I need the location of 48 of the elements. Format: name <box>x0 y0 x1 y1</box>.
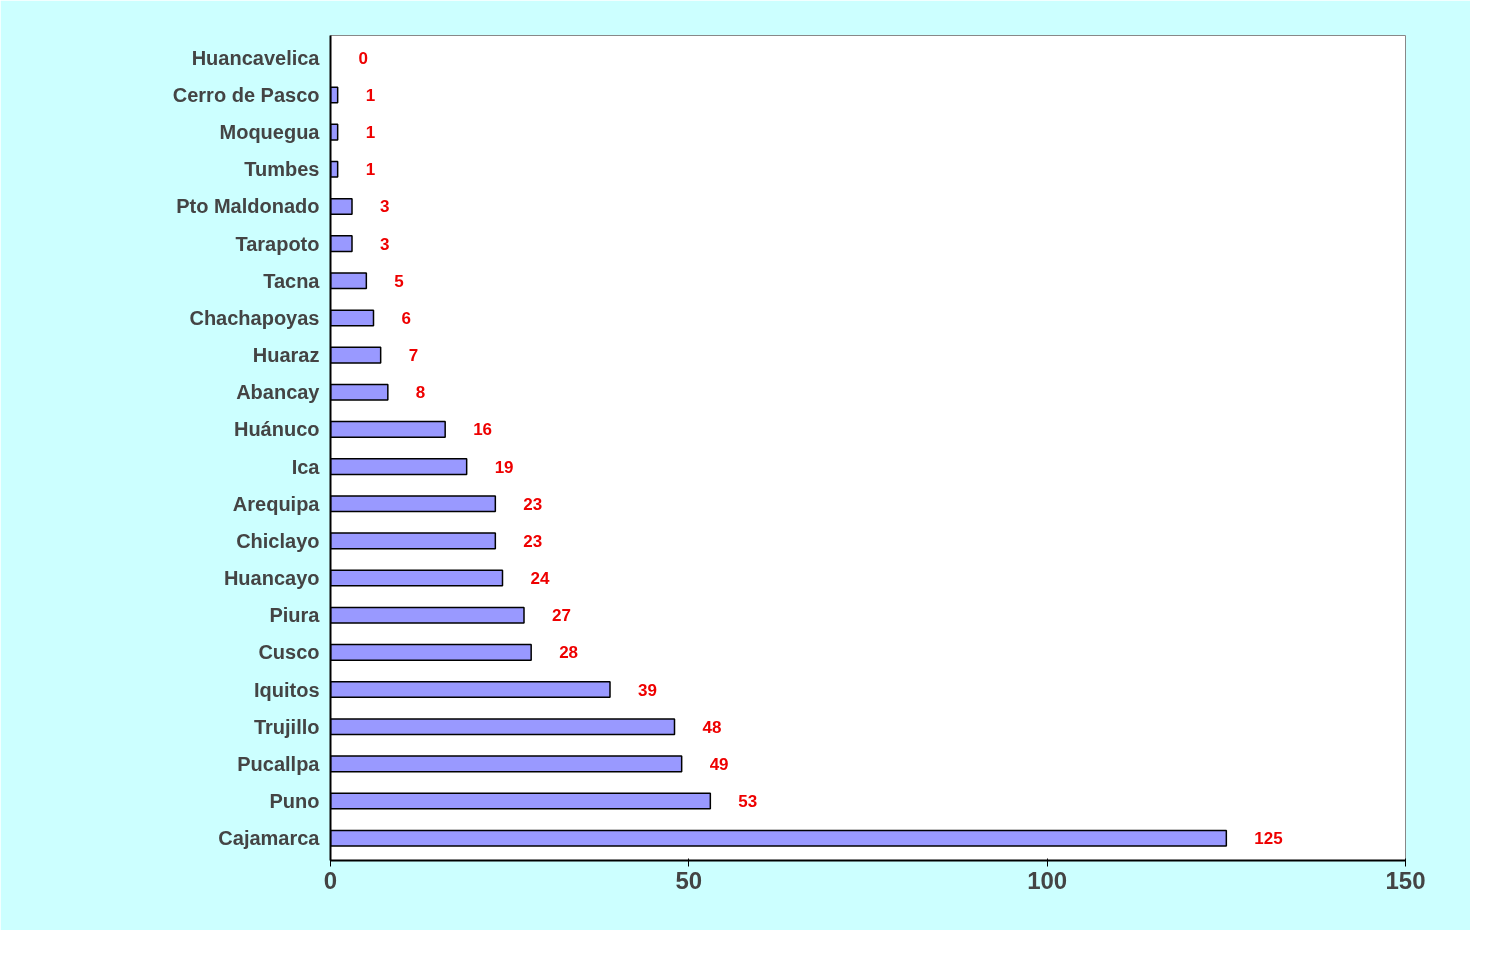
y-tick-label: Tarapoto <box>235 232 320 255</box>
data-label: 7 <box>408 346 419 366</box>
x-tick-label: 100 <box>1027 866 1068 894</box>
data-label: 23 <box>523 494 543 514</box>
x-tick-label: 150 <box>1385 866 1426 894</box>
data-label: 1 <box>365 160 376 180</box>
x-tick-label: 50 <box>675 866 703 894</box>
data-label: 24 <box>530 569 550 589</box>
y-tick-label: Pucallpa <box>237 752 321 775</box>
y-tick-label: Ica <box>291 455 321 478</box>
x-tick-label: 0 <box>323 866 338 894</box>
data-label: 39 <box>638 680 657 700</box>
data-label: 0 <box>358 48 368 68</box>
y-tick-label: Cajamarca <box>218 827 321 850</box>
data-label: 23 <box>523 531 543 551</box>
data-label: 16 <box>473 420 493 440</box>
data-label: 1 <box>365 123 376 143</box>
y-tick-label: Abancay <box>236 381 321 404</box>
y-tick-label: Tumbes <box>244 158 320 181</box>
data-label: 28 <box>559 643 579 663</box>
y-tick-label: Chiclayo <box>236 529 320 552</box>
y-tick-label: Huánuco <box>233 418 320 441</box>
y-tick-label: Chachapoyas <box>189 306 320 329</box>
y-tick-label: Huancayo <box>223 567 320 590</box>
data-label: 3 <box>380 197 390 217</box>
data-label: 8 <box>415 383 426 403</box>
data-label: 6 <box>401 308 411 328</box>
y-tick-label: Cusco <box>258 641 320 664</box>
y-tick-label: Huancavelica <box>191 46 321 69</box>
y-tick-label: Piura <box>269 604 321 627</box>
data-label: 125 <box>1254 829 1283 849</box>
data-label: 49 <box>709 754 729 774</box>
y-tick-label: Tacna <box>263 269 321 292</box>
data-label: 19 <box>494 457 514 477</box>
data-label: 53 <box>738 792 758 812</box>
y-tick-label: Iquitos <box>253 678 320 701</box>
y-tick-label: Huaraz <box>252 344 320 367</box>
y-tick-label: Arequipa <box>232 492 321 515</box>
y-tick-label: Trujillo <box>253 715 320 738</box>
data-label: 27 <box>552 606 571 626</box>
y-tick-label: Pto Maldonado <box>176 195 320 218</box>
y-tick-label: Puno <box>269 790 320 813</box>
y-tick-label: Cerro de Pasco <box>172 83 320 106</box>
y-tick-label: Moquegua <box>219 121 321 144</box>
data-label: 48 <box>702 717 722 737</box>
data-label: 5 <box>394 271 404 291</box>
data-label: 3 <box>380 234 390 254</box>
data-label: 1 <box>365 85 376 105</box>
